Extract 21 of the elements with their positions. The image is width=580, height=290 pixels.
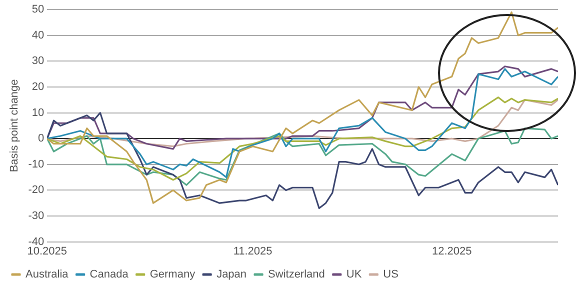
y-tick-label: 10 <box>32 106 44 119</box>
y-tick-label: -30 <box>28 210 44 222</box>
y-tick-label: 20 <box>32 81 44 94</box>
legend-label: Australia <box>26 268 70 281</box>
legend-label: Japan <box>216 268 247 281</box>
y-tick-label: 50 <box>32 4 44 16</box>
legend-label: Germany <box>150 268 196 281</box>
x-tick-label: 11.2025 <box>233 245 272 258</box>
legend-label: UK <box>346 268 362 281</box>
y-tick-label: 0 <box>38 132 44 145</box>
y-tick-label: 30 <box>32 55 44 68</box>
legend-label: US <box>383 268 398 281</box>
y-tick-label: 40 <box>32 29 44 42</box>
y-axis-title: Basis point change <box>8 79 21 172</box>
x-tick-label: 10.2025 <box>27 245 67 258</box>
y-tick-label: -20 <box>28 184 44 196</box>
legend-label: Canada <box>90 268 130 281</box>
x-tick-label: 12.2025 <box>432 245 472 258</box>
legend-label: Switzerland <box>268 268 325 281</box>
y-tick-label: -10 <box>28 158 44 170</box>
y-tick-label: -40 <box>28 236 44 248</box>
